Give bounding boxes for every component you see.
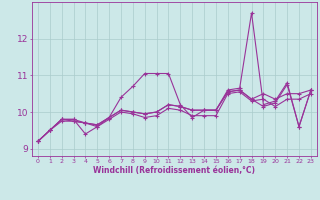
X-axis label: Windchill (Refroidissement éolien,°C): Windchill (Refroidissement éolien,°C) — [93, 166, 255, 175]
